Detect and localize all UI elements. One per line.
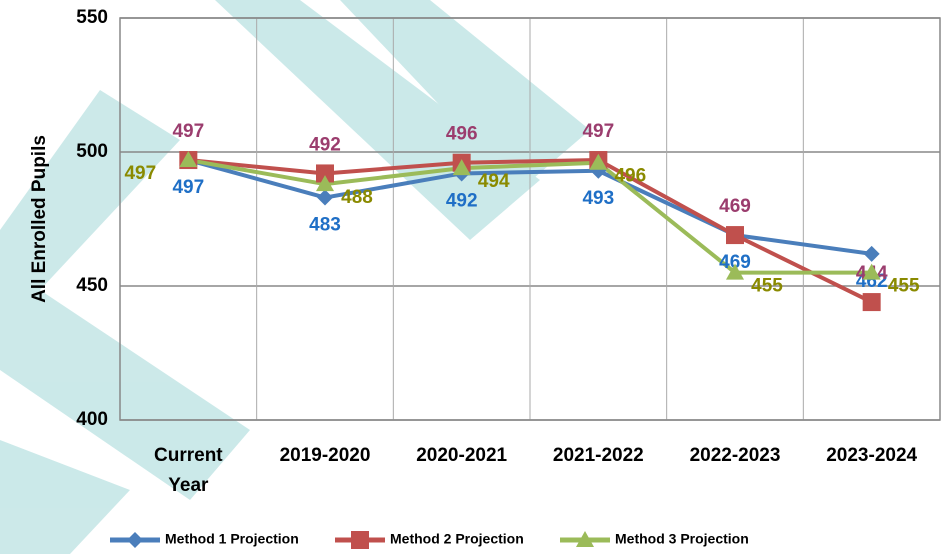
legend-label: Method 3 Projection <box>615 531 749 547</box>
x-tick-label: 2021-2022 <box>553 445 644 466</box>
data-label: 497 <box>582 121 614 142</box>
marker <box>726 263 744 280</box>
legend-label: Method 2 Projection <box>390 531 524 547</box>
x-tick-label: 2022-2023 <box>690 445 781 466</box>
marker <box>452 159 471 176</box>
data-label: 494 <box>478 171 510 192</box>
data-label: 497 <box>172 177 204 198</box>
marker <box>317 189 333 206</box>
marker <box>179 151 198 168</box>
y-axis-title: All Enrolled Pupils <box>29 135 50 303</box>
x-tick-label: 2019-2020 <box>280 445 371 466</box>
marker <box>316 164 334 183</box>
data-label: 492 <box>309 134 341 155</box>
data-label: 497 <box>124 163 156 184</box>
y-tick-label: 400 <box>76 409 108 430</box>
marker <box>862 293 881 312</box>
marker <box>726 226 744 245</box>
marker <box>576 531 594 547</box>
series-line <box>188 158 873 304</box>
watermark <box>0 0 590 554</box>
data-label: 497 <box>172 121 204 142</box>
x-tick-label: 2023-2024 <box>826 445 917 466</box>
series-line <box>187 158 872 275</box>
y-tick-label: 500 <box>76 141 108 162</box>
marker <box>351 531 369 549</box>
marker <box>863 245 880 262</box>
data-label: 496 <box>614 166 646 187</box>
legend-label: Method 1 Projection <box>165 531 299 547</box>
x-tick-label: Current Year <box>154 445 223 496</box>
series-line <box>187 158 872 256</box>
data-label: 469 <box>719 252 751 273</box>
plot-border <box>119 17 941 421</box>
x-tick-label: 2020-2021 <box>416 445 507 466</box>
marker <box>316 175 334 192</box>
data-label: 455 <box>888 276 920 297</box>
marker <box>589 153 608 170</box>
data-label: 462 <box>856 271 888 292</box>
data-label: 455 <box>751 276 783 297</box>
y-tick-label: 450 <box>76 275 108 296</box>
data-label: 469 <box>719 196 751 217</box>
marker <box>127 532 143 548</box>
data-label: 492 <box>446 190 478 211</box>
data-label: 483 <box>309 215 341 236</box>
marker <box>862 263 881 280</box>
data-label: 496 <box>446 124 478 145</box>
data-label: 488 <box>341 187 373 208</box>
y-tick-label: 550 <box>76 7 108 28</box>
data-label: 493 <box>582 188 614 209</box>
